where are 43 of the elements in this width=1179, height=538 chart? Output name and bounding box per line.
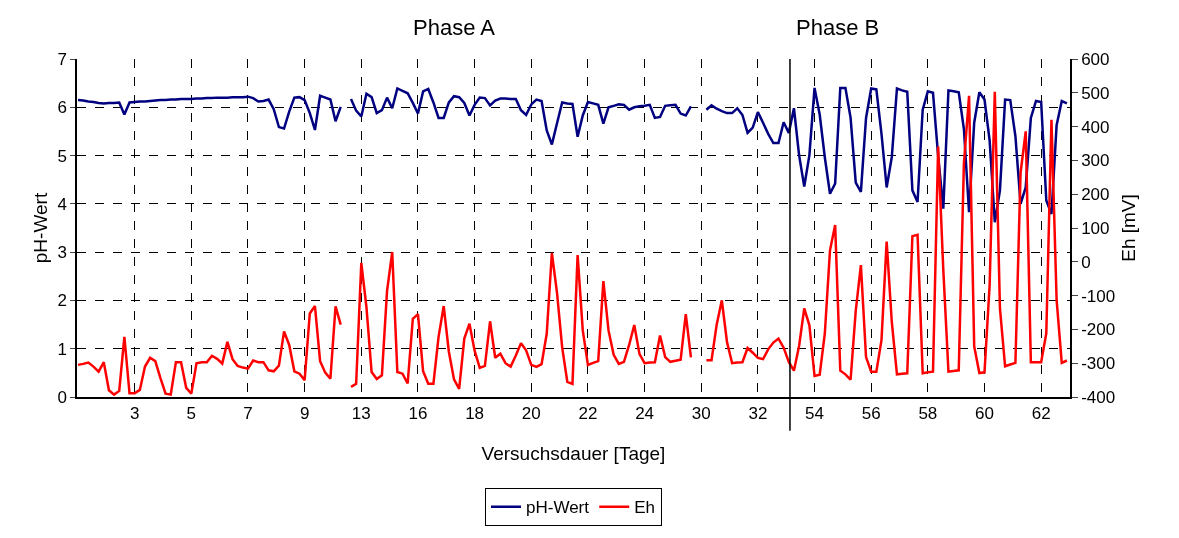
y-tick-label: 4 [57, 194, 67, 214]
y-tick-label: 6 [57, 98, 67, 118]
y2-tick-label: 500 [1081, 83, 1110, 103]
y-axis-title: pH-Wert [29, 192, 51, 264]
y-tick-label: 7 [57, 49, 67, 69]
x-tick-label: 24 [635, 404, 655, 424]
x-tick-label: 3 [129, 404, 140, 424]
y2-axis-title: Eh [mV] [1118, 194, 1140, 262]
text: Phase B [796, 15, 880, 40]
x-tick-label: 30 [691, 404, 711, 424]
legend-label: Eh [634, 498, 656, 518]
y2-tick-label: 400 [1081, 117, 1110, 137]
x-tick-label: 9 [299, 404, 310, 424]
x-tick-label: 18 [465, 404, 485, 424]
y2-tick-label: 600 [1081, 49, 1110, 69]
y2-tick-label: 200 [1081, 185, 1110, 205]
x-tick-label: 62 [1031, 404, 1051, 424]
y-tick-label: 2 [57, 291, 67, 311]
x-tick-label: 54 [805, 404, 824, 424]
y2-tick-label: -400 [1081, 387, 1116, 407]
y2-tick-label: -200 [1081, 320, 1116, 340]
y-tick-label: 5 [57, 146, 67, 166]
x-axis-title: Versuchsdauer [Tage] [481, 443, 666, 465]
x-tick-label: 22 [578, 404, 598, 424]
y2-tick-label: 100 [1081, 218, 1110, 238]
y-tick-label: 1 [57, 339, 67, 359]
text: Phase A [413, 15, 496, 40]
y-tick-label: 0 [57, 387, 67, 407]
y2-tick-label: -300 [1081, 354, 1116, 374]
x-tick-label: 13 [351, 404, 371, 424]
y-tick-label: 3 [57, 243, 67, 263]
x-tick-label: 7 [243, 404, 253, 424]
x-tick-label: 5 [186, 404, 197, 424]
x-tick-label: 60 [975, 404, 994, 424]
legend-label: pH-Wert [526, 498, 590, 518]
y2-tick-label: 300 [1081, 151, 1110, 171]
x-tick-label: 16 [408, 404, 428, 424]
x-tick-label: 32 [748, 404, 768, 424]
x-tick-label: 20 [521, 404, 541, 424]
y2-tick-label: 0 [1081, 252, 1091, 272]
y2-tick-label: -100 [1081, 286, 1116, 306]
x-tick-label: 58 [918, 404, 938, 424]
x-tick-label: 56 [861, 404, 881, 424]
